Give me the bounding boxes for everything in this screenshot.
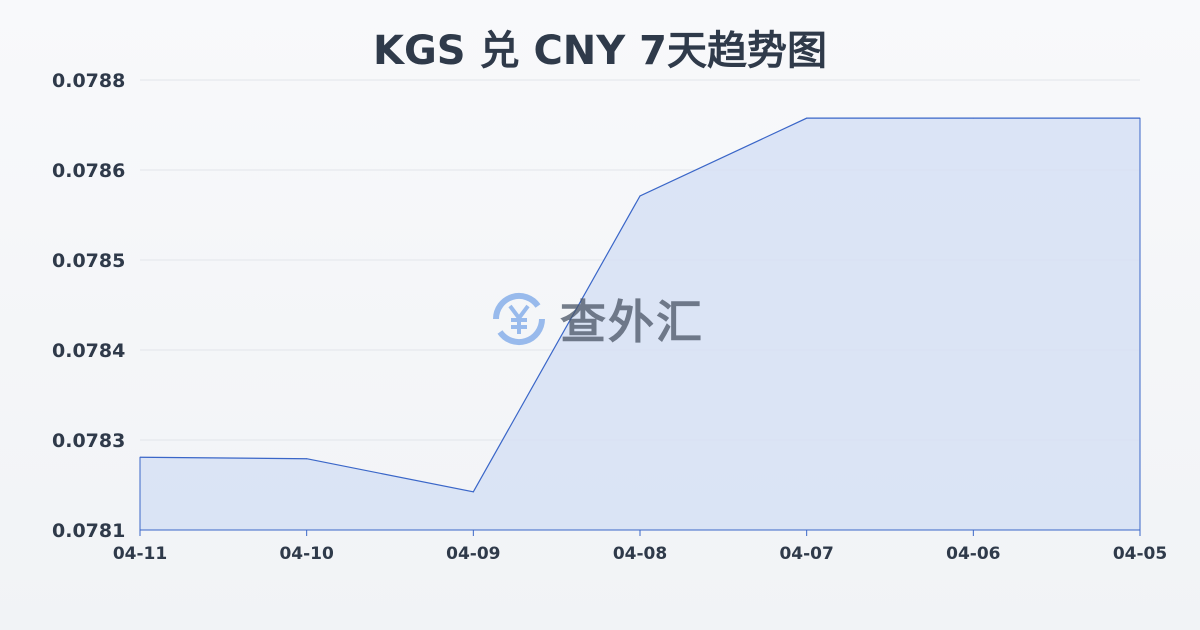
- x-tick-label: 04-08: [613, 544, 667, 564]
- data-point: [139, 456, 141, 458]
- data-point: [972, 117, 974, 119]
- y-tick-label: 0.0781: [52, 520, 125, 542]
- data-point: [306, 458, 308, 460]
- area-fill: [140, 118, 1140, 530]
- x-tick-label: 04-05: [1113, 544, 1167, 564]
- yen-exchange-icon: [492, 292, 546, 346]
- x-tick-label: 04-09: [446, 544, 500, 564]
- x-tick-label: 04-11: [113, 544, 167, 564]
- watermark: 查外汇: [488, 286, 704, 352]
- y-tick-label: 0.0783: [52, 430, 125, 452]
- x-tick-label: 04-07: [779, 544, 833, 564]
- x-tick-label: 04-06: [946, 544, 1000, 564]
- data-point: [806, 117, 808, 119]
- watermark-text: 查外汇: [560, 295, 704, 349]
- data-point: [472, 491, 474, 493]
- data-point: [1139, 117, 1141, 119]
- y-tick-label: 0.0784: [52, 340, 125, 362]
- y-tick-label: 0.0788: [52, 70, 125, 92]
- y-tick-label: 0.0785: [52, 250, 125, 272]
- y-tick-label: 0.0786: [52, 160, 125, 182]
- chart-title: KGS 兑 CNY 7天趋势图: [372, 28, 828, 74]
- data-point: [639, 195, 641, 197]
- x-tick-label: 04-10: [279, 544, 334, 564]
